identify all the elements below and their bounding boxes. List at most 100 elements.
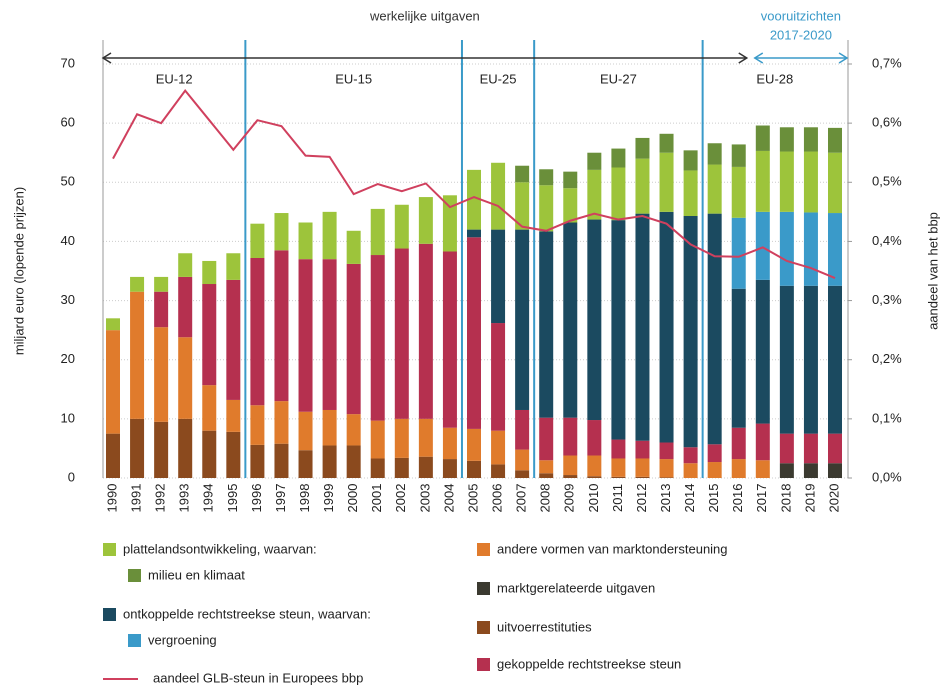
x-tick-label: 2020: [826, 484, 841, 513]
bar-segment: [755, 125, 770, 151]
bar-segment: [828, 285, 842, 434]
bar-segment: [828, 127, 842, 153]
bar-segment: [442, 459, 457, 478]
legend-swatch: [477, 621, 490, 634]
bar-segment: [755, 279, 770, 424]
x-tick-label: 1995: [225, 484, 240, 513]
bar-segment: [491, 229, 506, 324]
x-tick-label: 1991: [129, 484, 144, 513]
bar-segment: [370, 458, 385, 478]
bar-segment: [346, 230, 361, 264]
y-tick-label: 50: [61, 174, 75, 189]
bar-segment: [755, 150, 770, 212]
bar-segment: [539, 185, 554, 232]
y-tick-label: 10: [61, 410, 75, 425]
x-tick-label: 1990: [104, 484, 119, 513]
bar-segment: [106, 318, 120, 331]
bar-segment: [731, 427, 746, 460]
x-tick-label: 2017: [754, 484, 769, 513]
bar-segment: [226, 253, 241, 280]
bar-segment: [828, 433, 842, 464]
x-tick-label: 2009: [562, 484, 577, 513]
legend-swatch: [128, 569, 141, 582]
bar-segment: [178, 418, 193, 478]
y2-tick-label: 0,3%: [872, 292, 902, 307]
span-label: 2017-2020: [770, 27, 832, 42]
bar-segment: [442, 251, 457, 428]
x-tick-label: 2010: [586, 484, 601, 513]
bar-segment: [779, 285, 794, 434]
bar-segment: [611, 439, 626, 459]
bar-segment: [467, 237, 481, 429]
bar-segment: [322, 259, 337, 410]
legend-swatch: [128, 634, 141, 647]
bar-segment: [635, 137, 650, 159]
bar-segment: [298, 259, 313, 412]
bar-segment: [202, 284, 217, 386]
bar-segment: [178, 276, 193, 338]
bar-segment: [563, 455, 578, 476]
bar-segment: [611, 220, 626, 440]
bar-segment: [274, 250, 289, 402]
bar-segment: [683, 150, 698, 171]
bar-segment: [587, 169, 602, 220]
x-tick-label: 1993: [177, 484, 192, 513]
bar-segment: [828, 213, 842, 286]
bar-segment: [202, 385, 217, 431]
bar-segment: [611, 458, 626, 477]
bar-segment: [418, 197, 433, 244]
bar-segment: [370, 208, 385, 256]
x-tick-label: 2018: [778, 484, 793, 513]
bar-segment: [202, 430, 217, 478]
bar-segment: [755, 211, 770, 280]
bar-segment: [274, 443, 289, 478]
bar-segment: [611, 476, 626, 478]
bar-segment: [803, 463, 818, 478]
legend-label: marktgerelateerde uitgaven: [497, 580, 655, 595]
legend-label: aandeel GLB-steun in Europees bbp: [153, 670, 363, 685]
bar-segment: [731, 288, 746, 428]
x-tick-label: 1992: [153, 484, 168, 513]
bar-segment: [587, 455, 602, 477]
bar-segment: [683, 170, 698, 216]
bar-segment: [539, 473, 554, 478]
bar-segment: [707, 444, 722, 463]
bar-segment: [250, 223, 265, 258]
bar-segment: [322, 409, 337, 446]
bar-segment: [659, 459, 674, 478]
bar-segment: [803, 285, 818, 434]
bar-segment: [779, 127, 794, 152]
bar-segment: [803, 151, 818, 213]
bar-segment: [659, 477, 674, 478]
x-tick-label: 2012: [634, 484, 649, 513]
y2-tick-label: 0,0%: [872, 469, 902, 484]
x-tick-label: 1996: [249, 484, 264, 513]
bar-segment: [467, 460, 481, 478]
y-tick-label: 20: [61, 351, 75, 366]
bar-segment: [707, 143, 722, 165]
bar-segment: [731, 144, 746, 167]
bar-segment: [659, 152, 674, 212]
legend-swatch: [477, 582, 490, 595]
bar-segment: [394, 204, 409, 249]
bar-segment: [659, 211, 674, 443]
bar-segment: [250, 444, 265, 478]
legend-label: gekoppelde rechtstreekse steun: [497, 656, 681, 671]
bar-segment: [346, 263, 361, 415]
y-tick-label: 0: [68, 469, 75, 484]
bar-segment: [394, 248, 409, 419]
bar-segment: [539, 417, 554, 461]
x-tick-label: 2001: [369, 484, 384, 513]
bar-segment: [539, 169, 554, 186]
bar-segment: [154, 276, 169, 292]
y-axis-title: miljard euro (lopende prijzen): [11, 187, 26, 355]
bar-segment: [707, 213, 722, 445]
bar-segment: [250, 257, 265, 406]
x-tick-label: 2016: [730, 484, 745, 513]
bar-segment: [346, 414, 361, 446]
bar-segment: [106, 330, 120, 434]
bar-segment: [539, 231, 554, 418]
y-tick-label: 40: [61, 233, 75, 248]
bar-segment: [250, 405, 265, 445]
bar-segment: [563, 188, 578, 223]
